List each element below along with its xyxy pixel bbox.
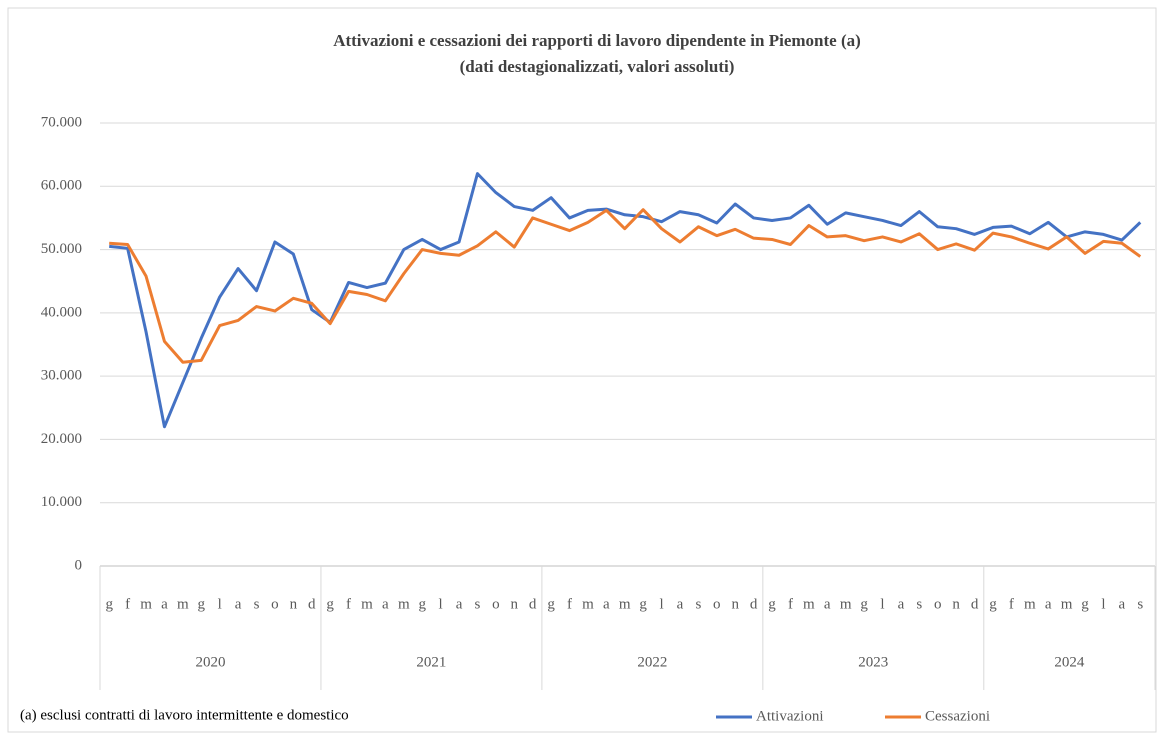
series-line [109,208,1142,364]
x-tick-label: s [475,596,481,612]
y-tick-label: 60.000 [41,178,82,194]
footnote: (a) esclusi contratti di lavoro intermit… [20,707,349,723]
x-tick-label: a [1119,596,1126,612]
x-tick-label: a [235,596,242,612]
x-tick-label: n [290,596,298,612]
x-tick-label: g [768,596,776,612]
x-tick-label: g [860,596,868,612]
x-tick-label: g [326,596,334,612]
year-label: 2021 [416,654,446,670]
x-tick-label: f [346,596,351,612]
x-tick-label: m [619,596,631,612]
x-tick-label: a [677,596,684,612]
x-tick-label: s [1137,596,1143,612]
y-tick-label: 20.000 [41,431,82,447]
x-tick-label: a [898,596,905,612]
y-tick-label: 50.000 [41,241,82,257]
x-tick-label: g [418,596,426,612]
chart-subtitle: (dati destagionalizzati, valori assoluti… [460,57,735,76]
y-tick-label: 70.000 [41,114,82,130]
x-tick-label: m [140,596,152,612]
y-tick-label: 0 [75,557,83,573]
x-tick-label: s [695,596,701,612]
x-tick-label: g [547,596,555,612]
x-tick-label: a [824,596,831,612]
x-tick-label: m [1061,596,1073,612]
x-tick-label: o [934,596,942,612]
y-tick-label: 30.000 [41,368,82,384]
x-tick-label: f [1009,596,1014,612]
x-tick-label: a [1045,596,1052,612]
x-tick-label: f [788,596,793,612]
x-tick-label: n [952,596,960,612]
chart-title: Attivazioni e cessazioni dei rapporti di… [333,31,861,50]
y-tick-label: 10.000 [41,494,82,510]
year-label: 2022 [637,654,667,670]
x-tick-label: d [971,596,979,612]
x-tick-label: s [254,596,260,612]
x-tick-label: m [398,596,410,612]
year-label: 2023 [858,654,888,670]
x-tick-label: a [456,596,463,612]
x-tick-label: o [713,596,721,612]
chart-frame [7,7,1157,733]
x-tick-label: a [161,596,168,612]
x-tick-label: l [659,596,663,612]
x-tick-label: f [567,596,572,612]
x-tick-label: m [361,596,373,612]
x-tick-label: o [492,596,500,612]
x-tick-label: o [271,596,279,612]
x-tick-label: s [916,596,922,612]
x-tick-label: d [529,596,537,612]
legend-label: Cessazioni [925,708,990,724]
x-tick-label: g [989,596,997,612]
x-tick-label: m [1024,596,1036,612]
x-tick-label: g [198,596,206,612]
x-tick-label: d [308,596,316,612]
x-tick-label: m [840,596,852,612]
x-tick-label: l [439,596,443,612]
year-label: 2020 [195,654,225,670]
x-tick-label: g [639,596,647,612]
x-tick-label: n [731,596,739,612]
x-tick-label: m [177,596,189,612]
x-tick-label: g [105,596,113,612]
x-tick-label: d [750,596,758,612]
x-tick-label: f [125,596,130,612]
x-tick-label: n [511,596,519,612]
year-label: 2024 [1054,654,1085,670]
x-tick-label: a [382,596,389,612]
x-tick-label: m [803,596,815,612]
x-tick-label: m [582,596,594,612]
series-line [109,172,1142,429]
x-tick-label: l [218,596,222,612]
y-tick-label: 40.000 [41,304,82,320]
legend-label: Attivazioni [756,708,824,724]
x-tick-label: l [1101,596,1105,612]
x-tick-label: a [603,596,610,612]
x-tick-label: l [880,596,884,612]
x-tick-label: g [1081,596,1089,612]
